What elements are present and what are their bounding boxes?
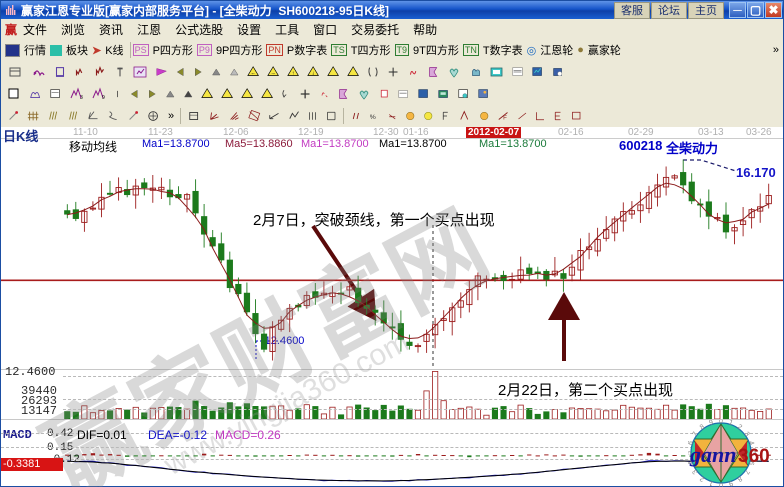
svg-text:→: → bbox=[271, 71, 276, 77]
svg-text:9: 9 bbox=[102, 95, 105, 101]
svg-text:0: 0 bbox=[719, 420, 723, 425]
svg-text:F: F bbox=[503, 115, 507, 122]
svg-text:↓: ↓ bbox=[312, 71, 315, 77]
svg-text:0: 0 bbox=[719, 481, 723, 487]
svg-text:%: % bbox=[370, 114, 376, 121]
svg-text:↑: ↑ bbox=[292, 71, 295, 77]
svg-text:←: ← bbox=[251, 71, 256, 77]
svg-text:9: 9 bbox=[708, 420, 714, 427]
svg-text:9: 9 bbox=[728, 479, 734, 487]
svg-text:3: 3 bbox=[80, 95, 83, 101]
svg-text:360: 360 bbox=[738, 446, 770, 467]
svg-text:gann: gann bbox=[689, 442, 736, 467]
